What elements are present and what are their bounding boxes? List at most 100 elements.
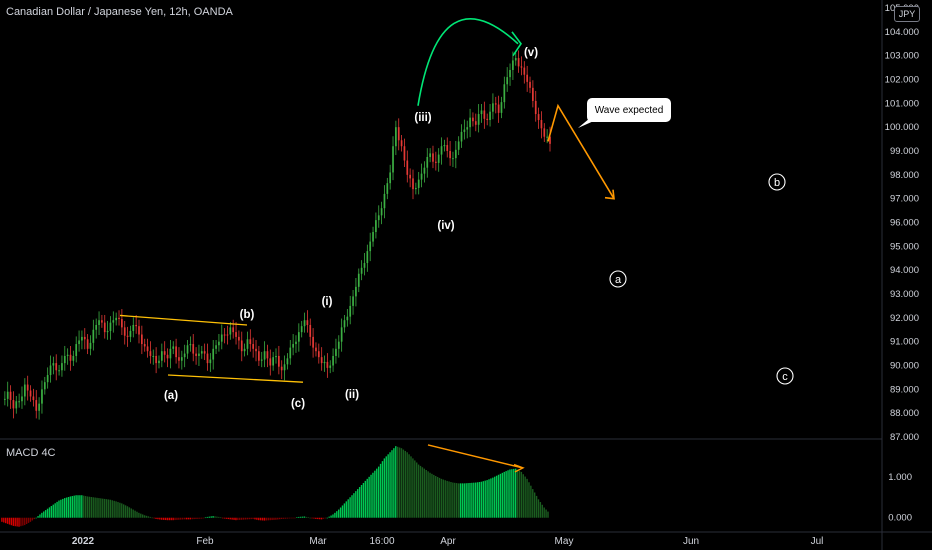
macd-bar xyxy=(10,517,13,526)
macd-bar xyxy=(75,495,77,518)
candle-body xyxy=(123,327,126,336)
macd-bar xyxy=(495,475,498,518)
macd-bar xyxy=(138,512,140,518)
macd-bar xyxy=(16,517,18,527)
candle-body xyxy=(198,353,200,356)
candle-body xyxy=(126,335,129,337)
candle-body xyxy=(49,365,52,376)
macd-bar xyxy=(6,517,9,524)
macd-bar xyxy=(111,500,113,518)
macd-bar xyxy=(88,496,91,518)
macd-bar xyxy=(414,460,416,518)
macd-bar xyxy=(423,468,426,518)
macd-bar xyxy=(258,517,260,521)
candle-body xyxy=(135,324,138,327)
candle-body xyxy=(106,330,109,333)
macd-bar xyxy=(520,471,523,518)
price-tick-label: 89.000 xyxy=(890,384,919,395)
macd-bar xyxy=(259,517,262,521)
candle-body xyxy=(486,118,489,121)
candle-body xyxy=(146,346,149,352)
candle-body xyxy=(92,329,95,343)
macd-bar xyxy=(318,517,321,520)
candle-body xyxy=(355,286,357,297)
candle-body xyxy=(349,305,352,317)
macd-bar xyxy=(452,482,454,518)
macd-bar xyxy=(513,468,515,518)
price-tick-label: 97.000 xyxy=(890,194,919,205)
macd-bar xyxy=(136,511,138,518)
macd-bar xyxy=(71,496,74,518)
macd-bar xyxy=(176,517,178,520)
candle-body xyxy=(277,355,280,367)
candle-body xyxy=(115,317,118,321)
macd-bar xyxy=(3,517,5,523)
candle-body xyxy=(329,365,332,368)
candle-body xyxy=(549,136,551,144)
macd-bar xyxy=(29,517,32,522)
macd-bar xyxy=(206,516,209,518)
candle-body xyxy=(449,151,451,159)
macd-bar xyxy=(157,517,159,520)
macd-bar xyxy=(480,481,483,518)
candle-body xyxy=(169,348,172,359)
macd-bar xyxy=(115,501,117,518)
macd-bar xyxy=(328,516,330,518)
macd-divergence-line xyxy=(427,444,523,469)
macd-bar xyxy=(389,452,391,518)
candle-body xyxy=(474,121,477,125)
macd-bar xyxy=(153,517,155,519)
upper-trendline xyxy=(119,314,248,326)
candle-body xyxy=(472,117,474,122)
wave-label: (iii) xyxy=(414,112,431,124)
candle-body xyxy=(494,103,497,105)
candle-body xyxy=(3,398,6,400)
macd-bar xyxy=(526,478,528,518)
candle-body xyxy=(440,146,443,155)
wave-label: (i) xyxy=(322,296,333,308)
candle-body xyxy=(203,351,206,354)
macd-bar xyxy=(377,466,380,518)
macd-bar xyxy=(330,515,332,518)
lower-trendline xyxy=(167,374,304,383)
candle-body xyxy=(166,354,169,359)
macd-bar xyxy=(381,461,384,518)
macd-bar xyxy=(501,472,504,518)
currency-badge[interactable]: JPY xyxy=(894,6,920,22)
macd-bar xyxy=(79,495,81,518)
wave-label: (c) xyxy=(291,398,305,410)
macd-bar xyxy=(454,482,456,518)
macd-bar xyxy=(208,516,211,518)
candle-body xyxy=(443,145,446,147)
candle-body xyxy=(195,353,197,356)
candle-body xyxy=(357,273,360,287)
macd-bar xyxy=(408,454,410,518)
candle-body xyxy=(158,360,160,364)
macd-bar xyxy=(429,472,431,518)
macd-bar xyxy=(229,517,231,520)
macd-bar xyxy=(374,470,376,518)
macd-bar xyxy=(541,504,543,518)
chart-title: Canadian Dollar / Japanese Yen, 12h, OAN… xyxy=(6,6,233,18)
candle-body xyxy=(389,172,392,184)
macd-bar xyxy=(533,492,536,518)
candle-body xyxy=(514,58,517,61)
wave-label: (ii) xyxy=(345,389,359,401)
macd-bar xyxy=(457,483,460,518)
macd-bar xyxy=(522,474,524,518)
macd-bar xyxy=(299,516,302,518)
candle-body xyxy=(517,58,520,67)
macd-bar xyxy=(347,499,349,518)
wave-arc-arrowhead xyxy=(511,31,522,57)
macd-bar xyxy=(421,467,424,518)
candle-body xyxy=(160,351,163,361)
candle-body xyxy=(283,364,286,371)
wave-label: (v) xyxy=(524,47,538,59)
candle-body xyxy=(409,174,412,179)
candle-body xyxy=(332,355,334,366)
macd-bar xyxy=(180,517,182,520)
macd-bar xyxy=(345,501,348,518)
macd-bar xyxy=(315,517,317,519)
candle-body xyxy=(46,375,49,383)
